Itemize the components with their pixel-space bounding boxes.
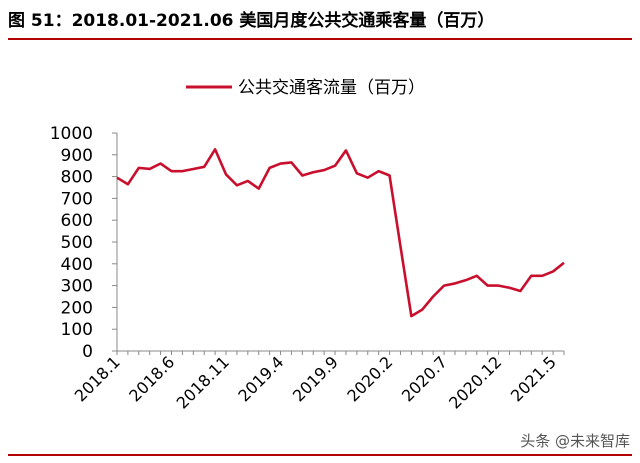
y-tick-label: 600 [61,211,93,231]
y-tick-label: 800 [61,168,93,188]
x-tick-label: 2020.12 [445,352,505,412]
y-tick-label: 200 [61,298,93,318]
x-tick-label: 2018.6 [125,352,178,405]
x-tick-label: 2019.9 [289,352,342,405]
y-tick-label: 100 [61,320,93,340]
x-tick-label: 2021.5 [507,352,560,405]
legend: 公共交通客流量（百万） [186,78,425,98]
y-tick-label: 1000 [50,124,93,144]
series-line [116,148,565,318]
bottom-divider [8,454,632,456]
y-tick-label: 0 [82,342,93,362]
x-tick-label: 2019.4 [234,352,287,405]
y-tick-label: 700 [61,189,93,209]
y-tick-label: 300 [61,277,93,297]
x-tick-label: 2020.7 [398,352,451,405]
watermark: 头条 @未来智库 [520,432,630,450]
x-tick-label: 2020.2 [343,352,396,405]
axes [116,133,564,352]
x-tick-label: 2018.11 [173,352,233,412]
top-divider [8,38,632,40]
y-tick-label: 900 [61,146,93,166]
y-tick-label: 500 [61,233,93,253]
figure-title: 图 51：2018.01-2021.06 美国月度公共交通乘客量（百万） [8,11,495,31]
y-tick-label: 400 [61,255,93,275]
x-tick-label: 2018.1 [71,352,124,405]
legend-label: 公共交通客流量（百万） [238,78,425,98]
